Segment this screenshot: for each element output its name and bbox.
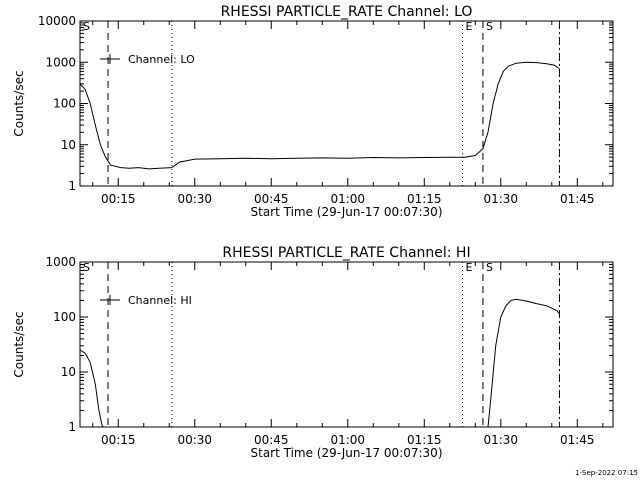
x-tick-label: 00:30	[177, 433, 212, 447]
y-tick-label: 10	[61, 138, 76, 152]
legend-label: Channel: HI	[128, 294, 192, 307]
x-axis-label: Start Time (29-Jun-17 00:07:30)	[251, 446, 443, 460]
y-tick-label: 1	[68, 420, 76, 434]
time-marker-label: S	[83, 261, 90, 274]
x-tick-label: 00:15	[101, 192, 136, 206]
x-tick-label: 00:45	[254, 433, 289, 447]
x-tick-label: 01:45	[560, 192, 595, 206]
time-marker-label: S	[83, 20, 90, 33]
x-tick-label: 01:15	[407, 192, 442, 206]
time-marker-label: E	[466, 261, 473, 274]
series-line	[487, 298, 560, 427]
x-tick-label: 01:15	[407, 433, 442, 447]
y-tick-label: 1000	[45, 255, 76, 269]
y-tick-label: 10	[61, 365, 76, 379]
x-tick-label: 01:00	[330, 192, 365, 206]
y-tick-label: 100	[53, 97, 76, 111]
x-tick-label: 00:45	[254, 192, 289, 206]
y-tick-label: 1000	[45, 55, 76, 69]
y-tick-label: 100	[53, 310, 76, 324]
x-axis-label: Start Time (29-Jun-17 00:07:30)	[251, 205, 443, 219]
footer-timestamp: 1-Sep-2022 07:15	[575, 469, 638, 477]
y-axis-label: Counts/sec	[12, 70, 26, 136]
series-line	[80, 349, 104, 427]
panels: RHESSI PARTICLE_RATE Channel: LO 00:15 00:…	[12, 4, 614, 460]
x-tick-label: 01:00	[330, 433, 365, 447]
x-tick-label: 00:30	[177, 192, 212, 206]
x-tick-label: 00:15	[101, 433, 136, 447]
y-tick-label: 10000	[38, 14, 76, 28]
x-tick-label: 01:30	[483, 192, 518, 206]
series-line	[80, 61, 560, 170]
x-tick-label: 01:30	[483, 433, 518, 447]
legend-label: Channel: LO	[128, 53, 195, 66]
y-tick-label: 1	[68, 179, 76, 193]
time-marker-label: S	[486, 261, 493, 274]
time-marker-label: E	[466, 20, 473, 33]
y-axis-label: Counts/sec	[12, 311, 26, 377]
chart-title: RHESSI PARTICLE_RATE Channel: LO	[221, 4, 473, 20]
x-tick-label: 01:45	[560, 433, 595, 447]
time-marker-label: S	[486, 20, 493, 33]
chart-panel-lo: RHESSI PARTICLE_RATE Channel: LO 00:15 00:…	[12, 4, 614, 219]
chart-panel-hi: RHESSI PARTICLE_RATE Channel: HI 00:15 00:…	[12, 245, 614, 460]
chart-title: RHESSI PARTICLE_RATE Channel: HI	[222, 245, 470, 261]
